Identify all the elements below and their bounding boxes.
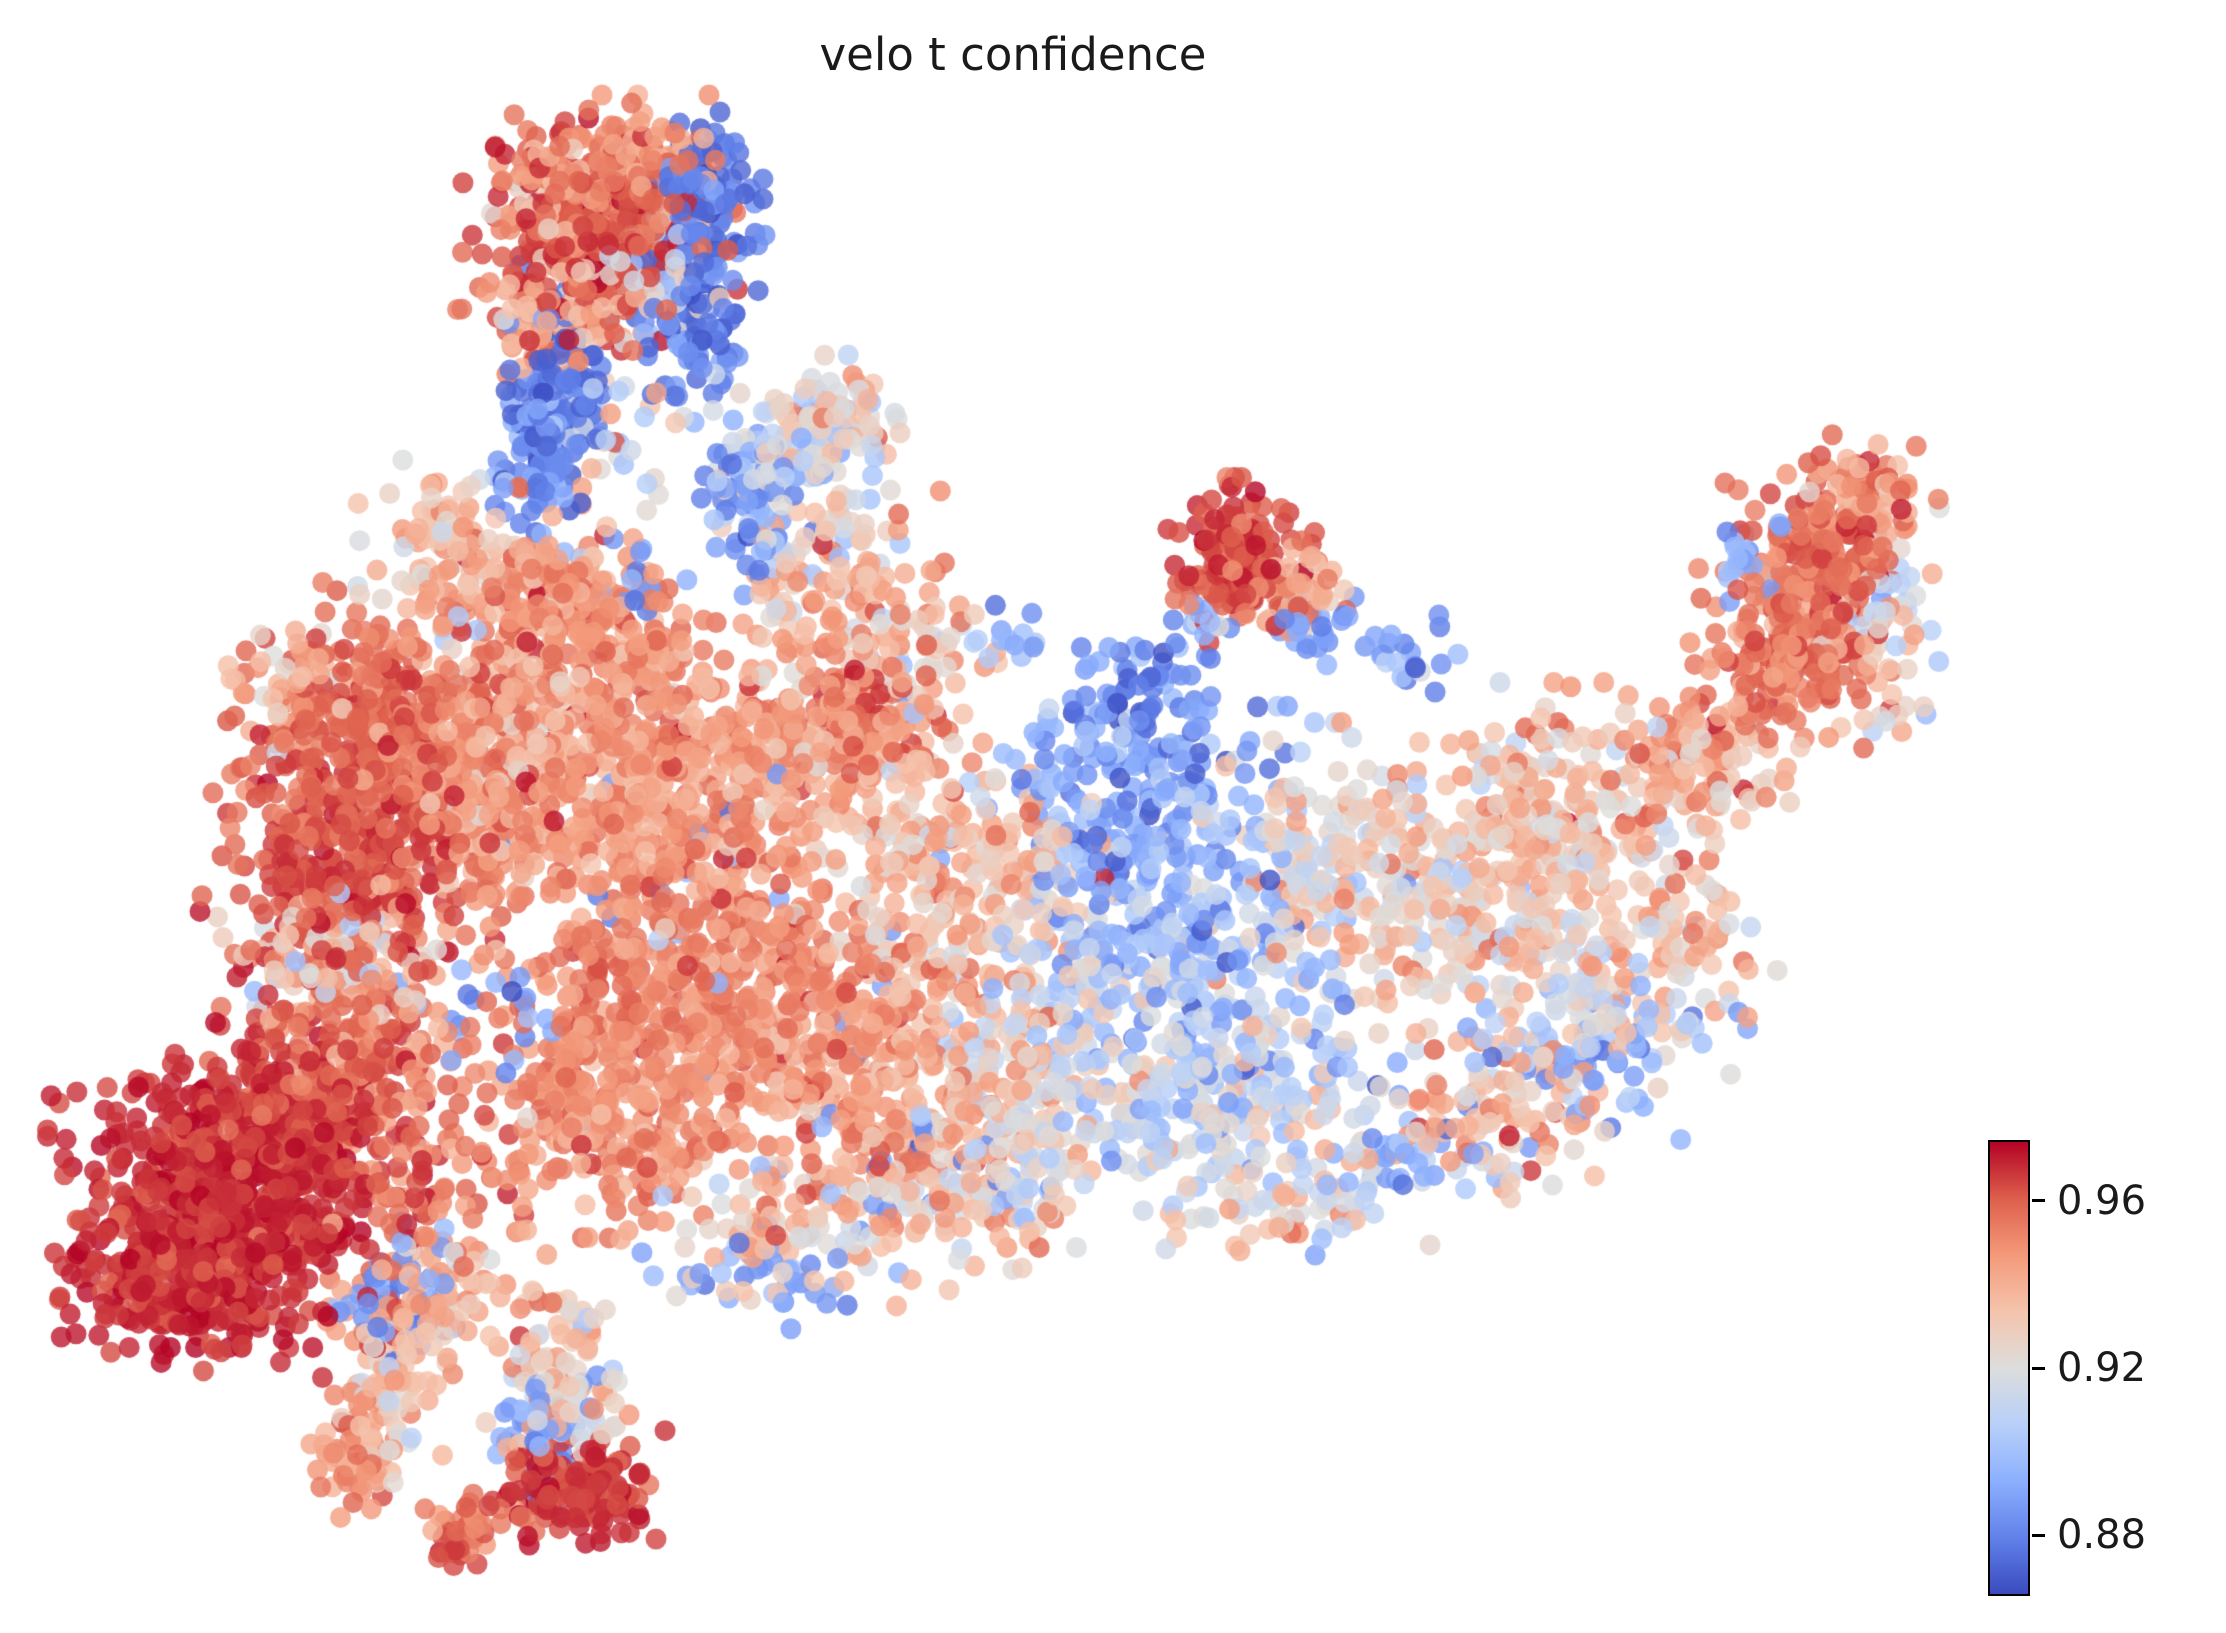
colorbar-gradient bbox=[1990, 1142, 2028, 1594]
colorbar-tick-label: 0.96 bbox=[2057, 1177, 2147, 1224]
colorbar-tick-mark bbox=[2032, 1199, 2045, 1203]
colorbar-tick-mark bbox=[2032, 1533, 2045, 1537]
colorbar bbox=[1988, 1140, 2030, 1596]
colorbar-tick: 0.92 bbox=[2032, 1348, 2146, 1388]
colorbar-tick: 0.96 bbox=[2032, 1181, 2146, 1221]
colorbar-tick: 0.88 bbox=[2032, 1515, 2146, 1555]
colorbar-tick-label: 0.88 bbox=[2057, 1512, 2147, 1559]
colorbar-tick-label: 0.92 bbox=[2057, 1345, 2147, 1391]
chart-title: velo t confidence bbox=[819, 28, 1207, 81]
colorbar-tick-mark bbox=[2032, 1366, 2045, 1370]
